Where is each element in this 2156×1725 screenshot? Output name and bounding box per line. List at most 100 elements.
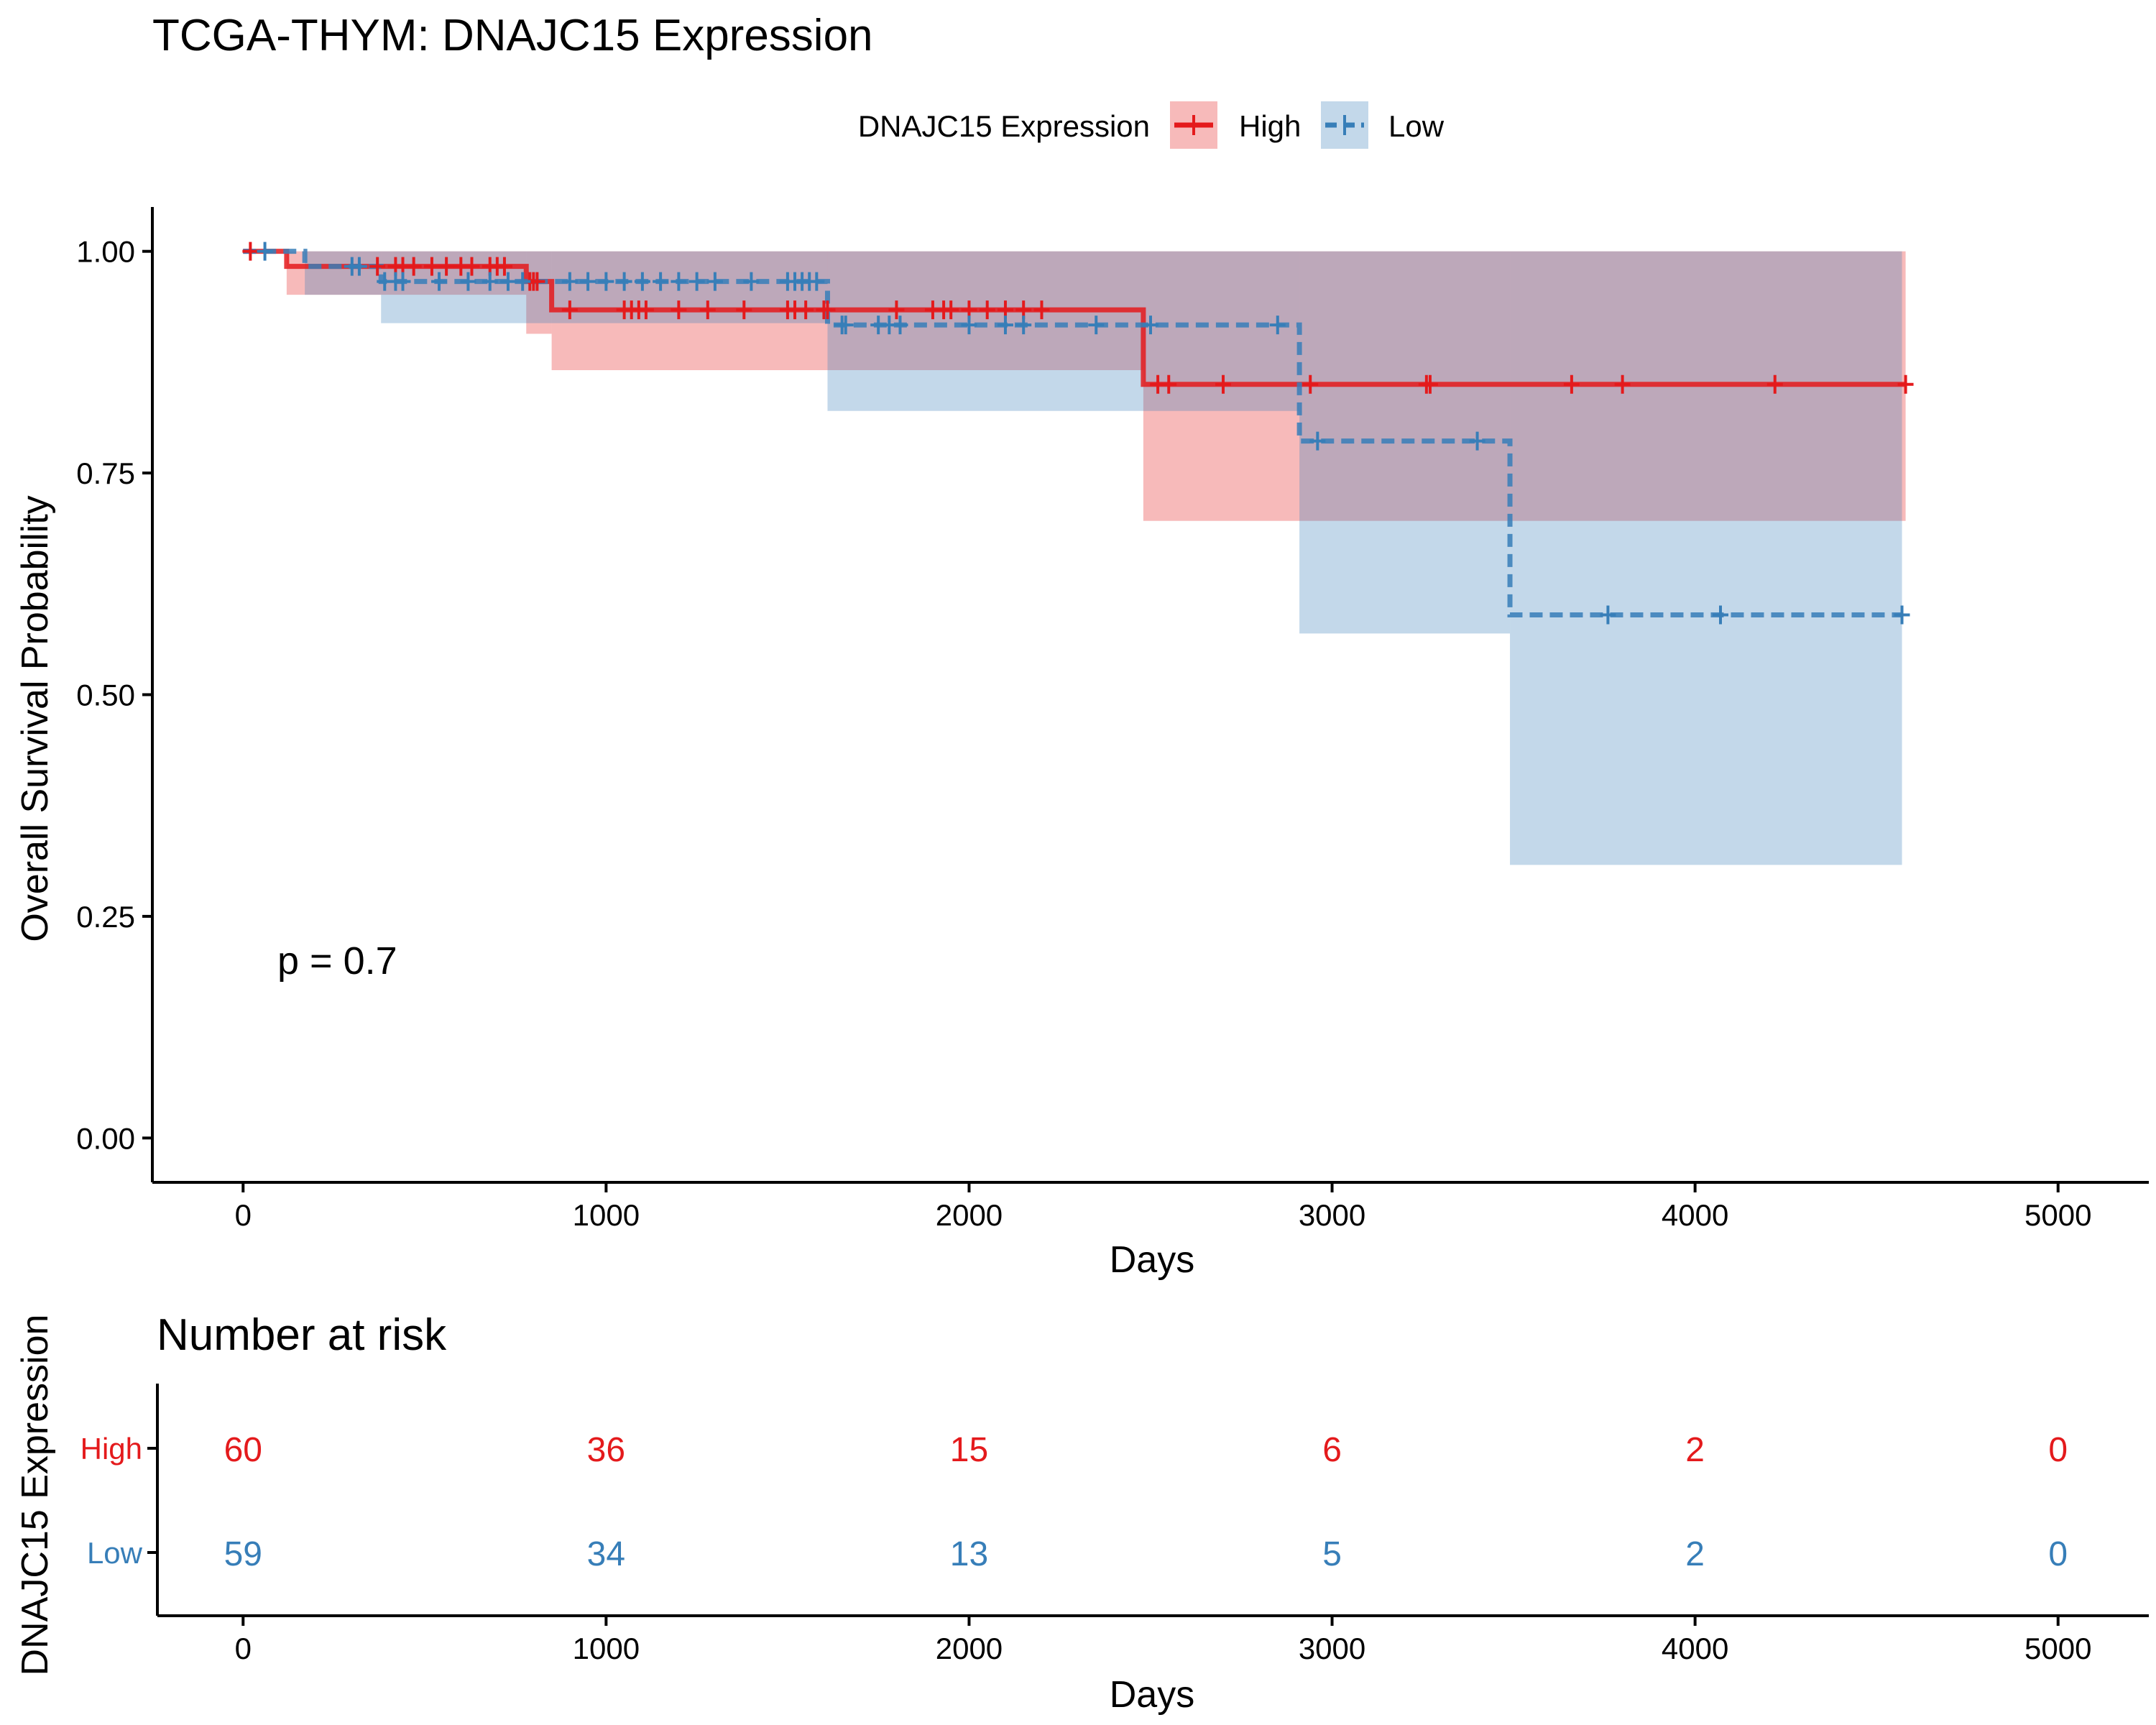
censor-mark-low-27 (837, 316, 854, 335)
ci-band-high-1 (286, 251, 527, 295)
y-tick-label-1: 0.25 (76, 900, 135, 934)
censor-mark-low-0 (257, 242, 273, 261)
censor-mark-low-37 (1309, 431, 1326, 451)
risk-x-tick-label-1: 1000 (573, 1632, 640, 1665)
censor-mark-high-28 (888, 300, 905, 320)
censor-mark-low-35 (1143, 316, 1158, 335)
censor-mark-low-15 (634, 272, 650, 291)
x-tick-label-5: 5000 (2024, 1198, 2091, 1232)
censor-mark-low-2 (351, 257, 367, 276)
censor-mark-high-36 (1033, 300, 1050, 320)
ci-band-low-1 (305, 251, 382, 295)
censor-mark-high-42 (1422, 374, 1438, 394)
censor-mark-low-36 (1269, 316, 1286, 335)
censor-mark-low-9 (499, 272, 516, 291)
risk-table-axes: High Low 0 1000 2000 3000 4000 5000 (80, 1384, 2149, 1665)
risk-row-label-low: Low (87, 1536, 143, 1570)
censor-mark-low-10 (515, 272, 531, 291)
censor-mark-low-41 (1894, 605, 1910, 625)
censor-mark-low-11 (561, 272, 578, 291)
censor-mark-high-6 (438, 257, 455, 276)
y-tick-label-4: 1.00 (76, 235, 135, 269)
risk-table-cells: 60 36 15 6 2 0 59 34 13 5 2 0 (224, 1431, 2068, 1573)
x-tick-label-1: 1000 (573, 1198, 640, 1232)
censor-mark-high-31 (943, 300, 959, 320)
risk-table-title: Number at risk (157, 1310, 447, 1360)
risk-cell-high-4: 2 (1685, 1431, 1705, 1469)
censor-mark-low-12 (580, 272, 596, 291)
censor-mark-high-8 (464, 257, 480, 276)
censor-mark-high-20 (671, 300, 687, 320)
ci-band-high-2 (526, 251, 552, 334)
censor-mark-low-25 (808, 272, 825, 291)
risk-cell-high-5: 0 (2048, 1431, 2068, 1469)
censor-mark-low-40 (1712, 605, 1728, 625)
risk-cell-high-1: 36 (587, 1431, 625, 1469)
censor-mark-high-44 (1614, 374, 1631, 394)
ci-band-low-5 (1510, 251, 1902, 865)
x-axis-label: Days (1110, 1239, 1194, 1281)
risk-cell-low-4: 2 (1685, 1535, 1705, 1573)
censor-mark-low-14 (616, 272, 632, 291)
risk-x-tick-label-3: 3000 (1299, 1632, 1365, 1665)
risk-cell-low-2: 13 (950, 1535, 988, 1573)
legend-title: DNAJC15 Expression (858, 109, 1150, 143)
y-axis-label: Overall Survival Probability (14, 495, 56, 942)
censor-mark-high-40 (1302, 374, 1319, 394)
censor-mark-low-32 (997, 316, 1013, 335)
censor-mark-high-38 (1161, 374, 1177, 394)
censor-mark-high-45 (1766, 374, 1783, 394)
censor-mark-low-16 (653, 272, 669, 291)
censor-mark-high-39 (1215, 374, 1232, 394)
censor-mark-low-17 (671, 272, 687, 291)
censor-mark-high-43 (1563, 374, 1580, 394)
risk-y-axis-label: DNAJC15 Expression (14, 1315, 56, 1676)
censor-mark-low-38 (1469, 431, 1485, 451)
risk-cell-low-5: 0 (2048, 1535, 2068, 1573)
main-axes: 0.00 0.25 0.50 0.75 1.00 0 1000 2000 3000 4000 500… (76, 207, 2149, 1232)
x-tick-label-4: 4000 (1662, 1198, 1728, 1232)
censor-mark-high-11 (496, 257, 512, 276)
risk-cell-low-0: 59 (224, 1535, 262, 1573)
censor-mark-low-30 (892, 316, 908, 335)
censor-marks (242, 242, 1914, 625)
y-tick-label-3: 0.75 (76, 456, 135, 490)
ci-band-low-2 (381, 251, 828, 323)
ci-band-low-3 (827, 251, 1300, 411)
censor-mark-low-39 (1600, 605, 1616, 625)
censor-mark-high-15 (561, 300, 578, 320)
censor-mark-high-46 (1897, 374, 1914, 394)
chart-title: TCGA-THYM: DNAJC15 Expression (152, 11, 873, 60)
censor-mark-low-20 (743, 272, 760, 291)
risk-x-tick-label-2: 2000 (936, 1632, 1003, 1665)
censor-mark-high-19 (637, 300, 654, 320)
censor-mark-high-0 (242, 242, 259, 261)
risk-row-label-high: High (80, 1432, 142, 1466)
censor-mark-low-18 (688, 272, 705, 291)
censor-mark-low-6 (431, 272, 448, 291)
censor-mark-high-4 (405, 257, 422, 276)
censor-mark-low-8 (482, 272, 498, 291)
censor-mark-high-33 (979, 300, 995, 320)
censor-mark-low-5 (395, 272, 411, 291)
risk-cell-high-2: 15 (950, 1431, 988, 1469)
censor-mark-low-33 (1015, 316, 1032, 335)
survival-plot: 0.00 0.25 0.50 0.75 1.00 0 1000 2000 3000 4000 500… (14, 207, 2149, 1281)
risk-x-axis-label: Days (1110, 1674, 1194, 1716)
censor-mark-high-25 (798, 300, 814, 320)
confidence-bands (286, 251, 1906, 865)
legend-key-high (1170, 101, 1217, 149)
y-tick-label-2: 0.50 (76, 678, 135, 712)
legend-label-high: High (1239, 109, 1301, 143)
censor-mark-high-21 (699, 300, 716, 320)
risk-x-tick-label-5: 5000 (2024, 1632, 2091, 1665)
x-tick-label-3: 3000 (1299, 1198, 1365, 1232)
legend-label-low: Low (1388, 109, 1445, 143)
censor-mark-low-13 (598, 272, 614, 291)
risk-x-tick-label-4: 4000 (1662, 1632, 1728, 1665)
censor-mark-low-34 (1088, 316, 1105, 335)
risk-cell-low-1: 34 (587, 1535, 625, 1573)
risk-cell-high-3: 6 (1322, 1431, 1342, 1469)
risk-table: Number at risk High Low 0 1000 2000 3000 4000 5… (14, 1310, 2149, 1716)
